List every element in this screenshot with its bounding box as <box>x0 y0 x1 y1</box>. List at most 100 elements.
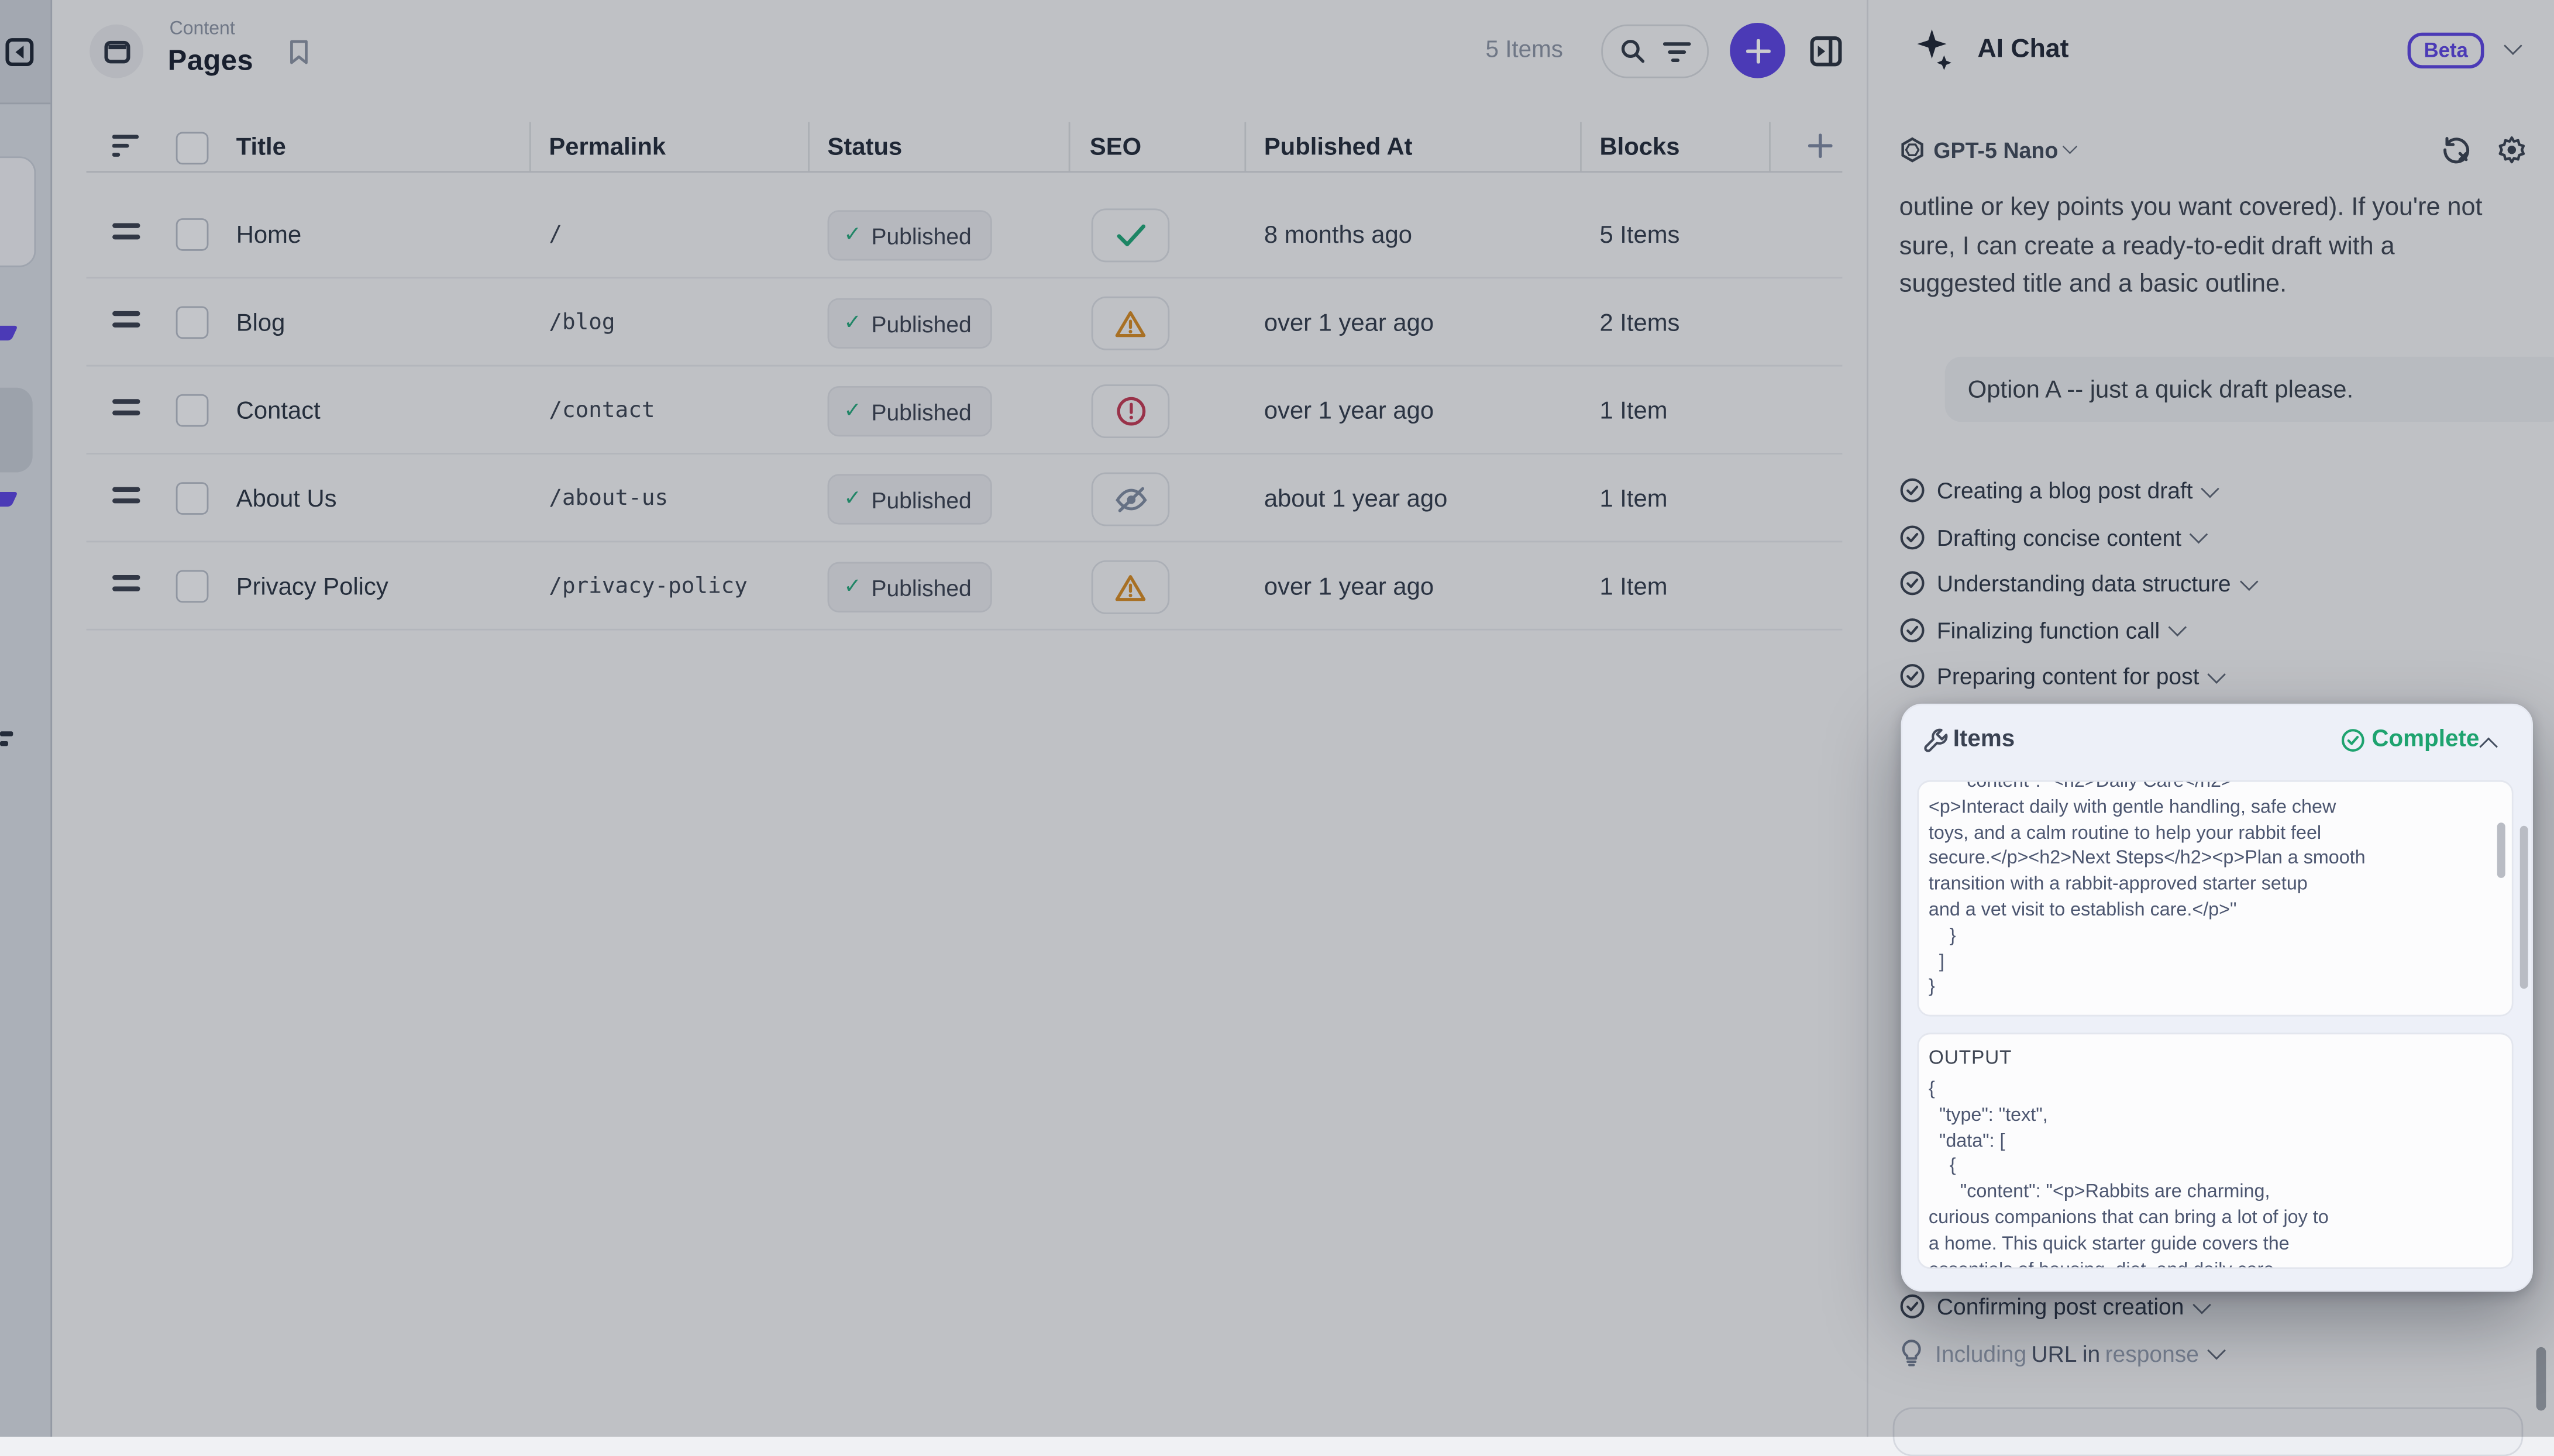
add-column-icon[interactable] <box>1808 133 1833 159</box>
table-row[interactable]: Privacy Policy /privacy-policy ✓ Publish… <box>50 541 1867 628</box>
bookmark-icon[interactable] <box>288 39 309 66</box>
sidebar-glyph <box>0 741 8 746</box>
row-blocks: 5 Items <box>1599 221 1680 250</box>
tool-output-card[interactable]: OUTPUT { "type": "text", "data": [ { "co… <box>1917 1032 2514 1269</box>
step-check-circle-icon <box>1900 478 1925 502</box>
step-label: Drafting concise content <box>1936 524 2182 550</box>
output-label: OUTPUT <box>1928 1045 2012 1069</box>
row-checkbox[interactable] <box>175 482 209 515</box>
step-item[interactable]: Drafting concise content <box>1899 524 2208 550</box>
drag-handle-icon[interactable] <box>112 487 140 504</box>
popover-scrollbar[interactable] <box>2519 825 2528 989</box>
beta-badge: Beta <box>2407 32 2484 68</box>
table-row[interactable]: Contact /contact ✓ Published over 1 year… <box>50 365 1867 453</box>
column-divider <box>1580 122 1582 171</box>
step-item[interactable]: Finalizing function call <box>1899 616 2186 643</box>
row-title[interactable]: Home <box>236 221 302 250</box>
step-label: Preparing content for post <box>1936 663 2200 689</box>
step-label: Understanding data structure <box>1936 570 2231 597</box>
row-divider <box>86 541 1843 543</box>
settings-gear-icon[interactable] <box>2497 135 2527 164</box>
step-item[interactable]: Understanding data structure <box>1899 570 2257 597</box>
row-checkbox[interactable] <box>175 570 209 603</box>
tool-input-card[interactable]: "content": "<h2>Daily Care</h2> <p>Inter… <box>1917 780 2514 1017</box>
seo-status-button[interactable] <box>1091 296 1170 350</box>
seo-status-button[interactable] <box>1091 384 1170 439</box>
clear-history-icon[interactable] <box>2442 135 2471 164</box>
column-header-title[interactable]: Title <box>236 133 286 161</box>
check-icon: ✓ <box>844 399 862 424</box>
row-checkbox[interactable] <box>175 306 209 339</box>
step-item[interactable]: Creating a blog post draft <box>1899 477 2219 503</box>
drag-handle-icon[interactable] <box>112 574 140 591</box>
filter-icon[interactable] <box>1663 39 1691 64</box>
add-page-button[interactable] <box>1730 22 1785 78</box>
code-scrollbar[interactable] <box>2497 822 2505 878</box>
seo-status-button[interactable] <box>1091 208 1170 263</box>
table-row[interactable]: About Us /about-us ✓ Published about 1 y… <box>50 453 1867 541</box>
row-title[interactable]: About Us <box>236 485 337 514</box>
row-divider <box>86 364 1843 367</box>
column-header-blocks[interactable]: Blocks <box>1599 133 1680 161</box>
step-label-part: URL in <box>2031 1340 2101 1366</box>
step-label-part: response <box>2105 1340 2199 1366</box>
page-icon-button[interactable] <box>90 24 144 78</box>
user-message-bubble: Option A -- just a quick draft please. <box>1944 356 2554 422</box>
search-icon[interactable] <box>1619 37 1647 65</box>
table-row[interactable]: Blog /blog ✓ Published over 1 year ago 2… <box>50 277 1867 364</box>
check-icon: ✓ <box>844 311 862 336</box>
drag-handle-icon[interactable] <box>112 311 140 328</box>
seo-status-button[interactable] <box>1091 472 1170 526</box>
column-header-permalink[interactable]: Permalink <box>549 133 666 161</box>
step-check-circle-icon <box>1900 571 1925 596</box>
sidebar-item-partial[interactable] <box>0 387 33 473</box>
row-published-at: over 1 year ago <box>1264 573 1434 601</box>
column-header-seo[interactable]: SEO <box>1089 133 1142 161</box>
step-item[interactable]: Confirming post creation <box>1899 1293 2211 1320</box>
header-divider <box>86 171 1843 173</box>
drag-handle-icon[interactable] <box>112 399 140 416</box>
table-row[interactable]: Home / ✓ Published 8 months ago 5 Items <box>50 189 1867 277</box>
row-divider <box>86 277 1843 279</box>
toggle-right-panel-icon[interactable] <box>1810 36 1843 67</box>
seo-status-button[interactable] <box>1091 560 1170 614</box>
column-divider <box>1244 122 1247 171</box>
row-title[interactable]: Privacy Policy <box>236 573 388 601</box>
page-title: Pages <box>167 44 254 77</box>
row-blocks: 1 Item <box>1599 397 1668 425</box>
select-all-checkbox[interactable] <box>175 132 209 165</box>
row-published-at: about 1 year ago <box>1264 485 1448 514</box>
check-icon: ✓ <box>844 574 862 600</box>
collapse-sidebar-icon[interactable] <box>5 37 34 67</box>
column-divider <box>808 122 810 171</box>
items-panel-title: Items <box>1953 726 2015 753</box>
tool-output-code: { "type": "text", "data": [ { "content":… <box>1928 1078 2329 1267</box>
sort-icon[interactable] <box>112 133 140 158</box>
chat-scrollbar[interactable] <box>2536 1347 2546 1411</box>
row-title[interactable]: Blog <box>236 309 285 338</box>
row-permalink: /privacy-policy <box>549 573 748 600</box>
step-item-in-progress[interactable]: Including URL in response <box>1899 1339 2225 1366</box>
model-selector[interactable]: GPT-5 Nano <box>1933 138 2059 163</box>
step-item[interactable]: Preparing content for post <box>1899 663 2226 689</box>
sidebar-glyph <box>0 731 13 736</box>
collapse-items-icon[interactable] <box>2480 738 2497 756</box>
sidebar-item-partial[interactable] <box>0 156 36 267</box>
breadcrumb[interactable]: Content <box>169 19 235 39</box>
items-count: 5 Items <box>1485 37 1563 64</box>
drag-handle-icon[interactable] <box>112 223 140 240</box>
step-label: Finalizing function call <box>1936 616 2160 643</box>
items-popover: Items Complete "content": "<h2>Daily Car… <box>1901 703 2534 1292</box>
openai-logo-icon <box>1901 137 1923 163</box>
column-header-published-at[interactable]: Published At <box>1264 133 1413 161</box>
status-label: Published <box>871 574 972 601</box>
row-divider <box>86 628 1843 631</box>
column-divider <box>1068 122 1071 171</box>
check-icon: ✓ <box>844 223 862 248</box>
column-header-status[interactable]: Status <box>827 133 903 161</box>
row-title[interactable]: Contact <box>236 397 321 425</box>
row-checkbox[interactable] <box>175 394 209 427</box>
row-checkbox[interactable] <box>175 218 209 251</box>
seo-warning-icon <box>1115 310 1146 336</box>
